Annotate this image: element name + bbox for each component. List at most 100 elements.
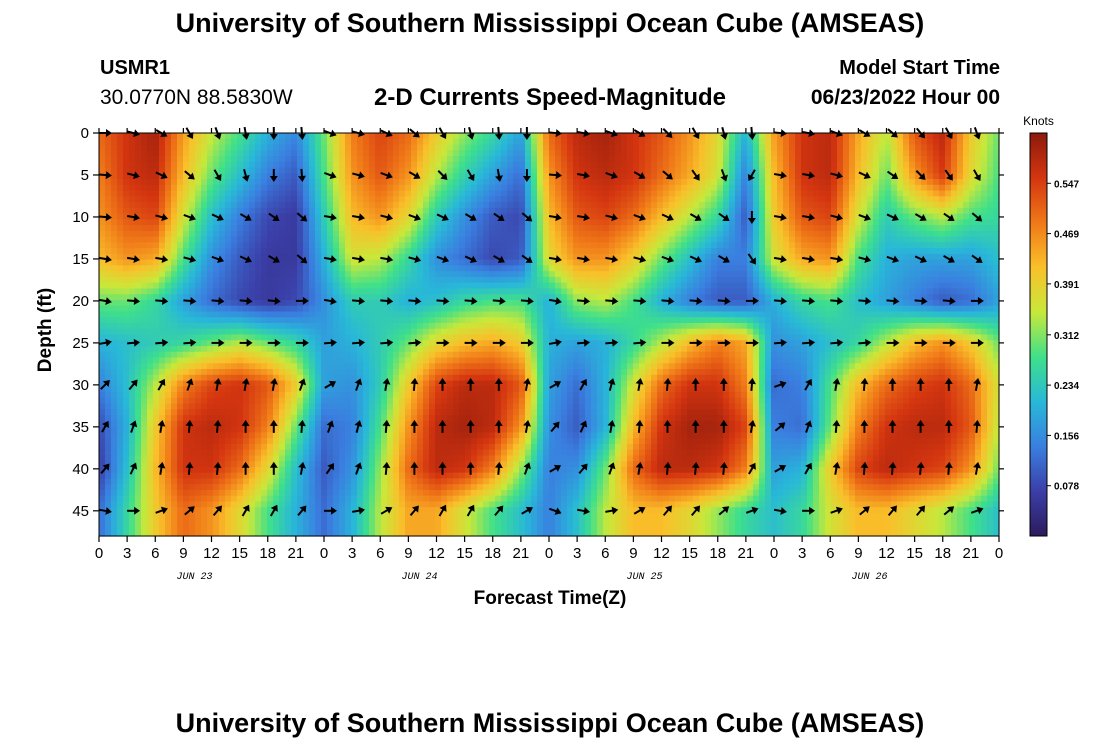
heatmap-cell (981, 173, 988, 180)
heatmap-cell (591, 282, 598, 290)
heatmap-cell (171, 225, 178, 232)
heatmap-cell (129, 317, 136, 324)
heatmap-cell (789, 317, 796, 324)
heatmap-cell (471, 265, 478, 272)
heatmap-cell (207, 150, 214, 157)
heatmap-cell (147, 173, 154, 180)
heatmap-cell (339, 156, 346, 163)
heatmap-cell (339, 161, 346, 169)
heatmap-cell (195, 190, 202, 197)
heatmap-cell (645, 248, 652, 255)
heatmap-cell (921, 242, 928, 249)
heatmap-cell (615, 317, 622, 324)
heatmap-cell (213, 219, 220, 226)
heatmap-cell (543, 179, 550, 186)
heatmap-cell (405, 173, 412, 180)
heatmap-cell (567, 219, 574, 226)
heatmap-cell (159, 202, 166, 209)
heatmap-cell (453, 202, 460, 209)
heatmap-cell (273, 207, 280, 215)
heatmap-cell (453, 161, 460, 169)
heatmap-cell (105, 311, 112, 318)
heatmap-cell (507, 259, 514, 267)
heatmap-cell (351, 133, 358, 140)
heatmap-cell (303, 219, 310, 226)
heatmap-cell (663, 248, 670, 255)
heatmap-cell (735, 138, 742, 146)
heatmap-cell (501, 248, 508, 255)
heatmap-cell (285, 317, 292, 324)
heatmap-cell (465, 225, 472, 232)
heatmap-cell (297, 184, 304, 192)
heatmap-cell (573, 311, 580, 318)
heatmap-cell (333, 167, 340, 174)
heatmap-cell (717, 242, 724, 249)
heatmap-cell (345, 271, 352, 278)
heatmap-cell (921, 225, 928, 232)
heatmap-cell (183, 207, 190, 215)
heatmap-cell (897, 282, 904, 290)
heatmap-cell (435, 271, 442, 278)
heatmap-cell (507, 213, 514, 220)
heatmap-cell (129, 144, 136, 151)
heatmap-cell (207, 144, 214, 151)
heatmap-cell (471, 225, 478, 232)
heatmap-cell (843, 202, 850, 209)
heatmap-cell (867, 282, 874, 290)
heatmap-cell (573, 253, 580, 261)
heatmap-cell (213, 271, 220, 278)
heatmap-cell (825, 144, 832, 151)
heatmap-cell (699, 253, 706, 261)
heatmap-cell (423, 265, 430, 272)
heatmap-cell (651, 196, 658, 203)
heatmap-cell (957, 248, 964, 255)
heatmap-cell (549, 156, 556, 163)
heatmap-cell (741, 248, 748, 255)
heatmap-cell (507, 236, 514, 243)
heatmap-cell (471, 133, 478, 140)
heatmap-cell (465, 150, 472, 157)
heatmap-cell (387, 276, 394, 284)
heatmap-cell (267, 196, 274, 203)
heatmap-cell (147, 259, 154, 267)
heatmap-cell (873, 190, 880, 197)
heatmap-cell (795, 230, 802, 238)
heatmap-cell (489, 288, 496, 295)
heatmap-cell (387, 288, 394, 295)
heatmap-cell (651, 138, 658, 146)
heatmap-cell (777, 173, 784, 180)
heatmap-cell (789, 144, 796, 151)
heatmap-cell (237, 236, 244, 243)
heatmap-cell (357, 259, 364, 267)
heatmap-cell (753, 253, 760, 261)
heatmap-cell (483, 144, 490, 151)
heatmap-cell (501, 294, 508, 301)
heatmap-cell (591, 276, 598, 284)
heatmap-cell (351, 305, 358, 313)
heatmap-cell (645, 259, 652, 267)
heatmap-cell (267, 265, 274, 272)
heatmap-cell (429, 248, 436, 255)
heatmap-cell (963, 179, 970, 186)
heatmap-cell (939, 173, 946, 180)
heatmap-cell (147, 179, 154, 186)
heatmap-cell (507, 271, 514, 278)
heatmap-cell (171, 299, 178, 307)
heatmap-cell (675, 248, 682, 255)
heatmap-cell (129, 167, 136, 174)
heatmap-cell (243, 236, 250, 243)
heatmap-cell (849, 305, 856, 313)
heatmap-cell (243, 317, 250, 324)
heatmap-cell (285, 265, 292, 272)
heatmap-cell (549, 167, 556, 174)
heatmap-cell (777, 144, 784, 151)
heatmap-cell (609, 271, 616, 278)
heatmap-cell (765, 305, 772, 313)
heatmap-cell (861, 311, 868, 318)
heatmap-cell (105, 156, 112, 163)
heatmap-cell (171, 190, 178, 197)
heatmap-cell (333, 288, 340, 295)
heatmap-cell (873, 305, 880, 313)
heatmap-cell (447, 179, 454, 186)
heatmap-cell (153, 288, 160, 295)
